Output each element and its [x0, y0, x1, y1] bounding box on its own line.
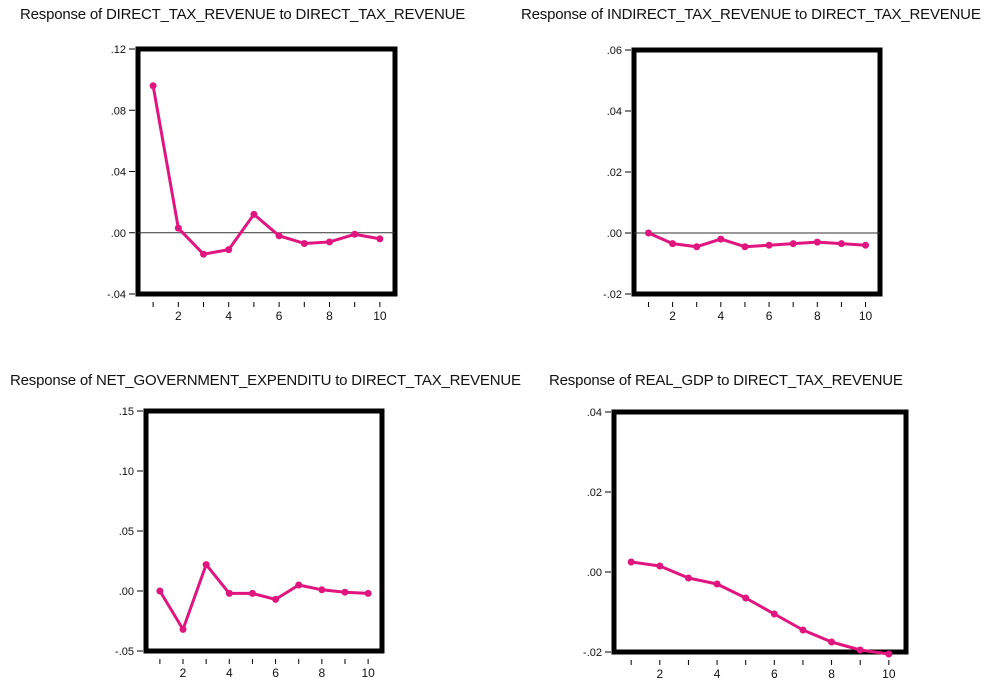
x-tick-label: 8 — [326, 309, 333, 323]
data-point — [200, 250, 208, 258]
x-tick-label: 10 — [373, 309, 387, 323]
y-tick-label: .00 — [587, 567, 602, 579]
data-point — [644, 229, 652, 237]
data-point — [656, 562, 664, 570]
data-point — [351, 230, 359, 238]
y-tick-label: .00 — [119, 586, 134, 598]
chart-svg: .06 .04 .02 .00 -.02 2 4 6 8 10 — [603, 45, 883, 323]
x-tick-label: 2 — [669, 309, 676, 323]
y-tick-label: .04 — [607, 106, 622, 118]
data-point — [202, 561, 210, 569]
y-tick-label: .00 — [111, 228, 126, 240]
chart-title: Response of REAL_GDP to DIRECT_TAX_REVEN… — [549, 372, 903, 389]
data-point — [275, 232, 283, 240]
data-point — [799, 626, 807, 634]
y-tick-label: .05 — [119, 526, 134, 538]
plot-frame — [143, 408, 385, 654]
x-tick-label: 2 — [175, 309, 182, 323]
data-point — [717, 235, 725, 243]
y-tick-label: .02 — [607, 167, 622, 179]
data-point — [684, 574, 692, 582]
series-line — [630, 560, 890, 656]
data-point — [364, 589, 372, 597]
x-tick-label: 4 — [717, 309, 724, 323]
data-point — [856, 646, 864, 654]
y-tick-label: .04 — [111, 167, 126, 179]
x-tick-label: 8 — [828, 667, 835, 681]
y-tick-label: -.05 — [115, 646, 134, 658]
data-point — [248, 589, 256, 597]
data-point — [225, 589, 233, 597]
x-tick-label: 6 — [771, 667, 778, 681]
chart-title: Response of INDIRECT_TAX_REVENUE to DIRE… — [521, 6, 981, 23]
series-line — [151, 85, 381, 256]
x-tick-label: 4 — [225, 309, 232, 323]
data-point — [225, 246, 233, 254]
y-tick-label: .04 — [587, 407, 602, 419]
x-tick-label: 2 — [180, 666, 187, 680]
y-tick-label: .00 — [607, 228, 622, 240]
x-tick-label: 4 — [714, 667, 721, 681]
data-point — [376, 235, 384, 243]
y-tick-label: .08 — [111, 105, 126, 117]
y-tick-label: .12 — [111, 44, 126, 56]
data-point — [156, 587, 164, 595]
data-point — [318, 586, 326, 594]
x-tick-label: 6 — [766, 309, 773, 323]
series-line — [647, 231, 866, 249]
y-tick-label: -.02 — [603, 289, 622, 301]
x-tick-label: 10 — [361, 666, 375, 680]
chart-title: Response of DIRECT_TAX_REVENUE to DIRECT… — [20, 6, 466, 23]
data-point — [770, 610, 778, 618]
x-tick-label: 10 — [859, 309, 873, 323]
data-point — [741, 243, 749, 251]
x-tick-label: 6 — [272, 666, 279, 680]
series-line — [158, 563, 369, 631]
x-tick-label: 10 — [882, 667, 896, 681]
chart-svg: .15 .10 .05 .00 -.05 2 4 6 8 10 — [115, 406, 385, 680]
data-point — [862, 241, 870, 249]
x-tick-label: 8 — [318, 666, 325, 680]
y-tick-label: .15 — [119, 406, 134, 418]
data-point — [693, 243, 701, 251]
data-point — [149, 82, 157, 90]
data-point — [828, 638, 836, 646]
data-point — [669, 240, 677, 248]
y-tick-label: .02 — [587, 487, 602, 499]
data-point — [325, 238, 333, 246]
x-tick-label: 8 — [814, 309, 821, 323]
data-point — [174, 224, 182, 232]
y-tick-label: -.04 — [107, 289, 126, 301]
data-point — [272, 595, 280, 603]
plot-frame — [631, 47, 883, 297]
data-point — [300, 239, 308, 247]
data-point — [713, 580, 721, 588]
plot-frame — [135, 46, 398, 297]
data-point — [885, 650, 893, 658]
plot-frame — [611, 409, 909, 655]
x-tick-label: 6 — [276, 309, 283, 323]
data-point — [295, 581, 303, 589]
chart-svg: .12 .08 .04 .00 -.04 2 4 6 8 10 — [107, 44, 398, 323]
y-tick-label: -.02 — [583, 647, 602, 659]
data-point — [179, 625, 187, 633]
data-point — [742, 594, 750, 602]
data-point — [789, 240, 797, 248]
chart-title: Response of NET_GOVERNMENT_EXPENDITU to … — [10, 372, 521, 389]
y-tick-label: .06 — [607, 45, 622, 57]
y-tick-label: .10 — [119, 466, 134, 478]
data-point — [250, 210, 258, 218]
x-tick-label: 2 — [656, 667, 663, 681]
data-point — [627, 558, 635, 566]
x-tick-label: 4 — [226, 666, 233, 680]
data-point — [813, 238, 821, 246]
data-point — [837, 240, 845, 248]
data-point — [341, 588, 349, 596]
data-point — [765, 241, 773, 249]
